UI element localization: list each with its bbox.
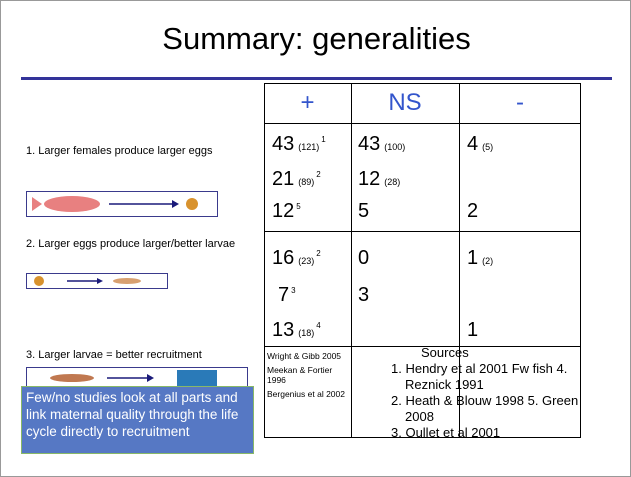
cell-value: 1 bbox=[467, 319, 479, 341]
cell-value: 1 bbox=[467, 247, 479, 269]
cell-value: 3 bbox=[358, 284, 370, 306]
table-cell: 5 bbox=[358, 200, 369, 223]
egg-drawing bbox=[34, 276, 141, 286]
item: 1. Larger females produce larger eggs bbox=[26, 145, 213, 157]
table-cell: 1 bbox=[467, 319, 478, 342]
table-cell: 2 bbox=[467, 200, 478, 223]
cell-value: 43 bbox=[358, 133, 381, 155]
table-cell: 43 (121)1 bbox=[272, 133, 326, 156]
table-cell: 16 (23)2 bbox=[272, 247, 321, 270]
table-cell: 43 (100) bbox=[358, 133, 405, 156]
title-rule bbox=[21, 77, 612, 80]
table-cell: 4 (5) bbox=[467, 133, 493, 156]
larva-drawing bbox=[50, 370, 217, 386]
table-cell: 1 (2) bbox=[467, 247, 493, 270]
column-header: + bbox=[300, 89, 315, 116]
source: 2. Heath & Blouw 1998 5. Green 2008 bbox=[391, 393, 579, 424]
egg bbox=[186, 198, 198, 210]
fish bbox=[44, 196, 100, 212]
cell-value: 7 bbox=[278, 284, 290, 306]
cell-value: 0 bbox=[358, 247, 370, 269]
callout: Few/no studies look at all parts and lin… bbox=[21, 386, 254, 454]
column-header: - bbox=[516, 89, 524, 116]
cell-value: 12 bbox=[272, 200, 295, 222]
reef bbox=[177, 370, 217, 386]
cell-ref: 1 bbox=[321, 135, 326, 145]
cell-value: 13 bbox=[272, 319, 295, 341]
cell-ref: 3 bbox=[291, 286, 296, 296]
cell-note: (2) bbox=[482, 256, 494, 266]
table-cell: 12 5 bbox=[272, 200, 301, 223]
reference: Bergenius et al 2002 bbox=[267, 389, 345, 399]
table-cell: 21 (89)2 bbox=[272, 168, 321, 191]
fish-tail bbox=[32, 197, 42, 211]
table bbox=[264, 83, 581, 438]
cell-value: 43 bbox=[272, 133, 295, 155]
reference: Meekan & Fortier 1996 bbox=[267, 365, 333, 385]
cell-value: 12 bbox=[358, 168, 381, 190]
column-header: NS bbox=[388, 89, 422, 116]
row-rule bbox=[264, 231, 581, 232]
table-cell: 0 bbox=[358, 247, 369, 270]
column-rule bbox=[351, 83, 352, 438]
egg bbox=[34, 276, 44, 286]
source: 1. Hendry et al 2001 Fw fish 4. Reznick … bbox=[391, 361, 568, 392]
row-rule bbox=[264, 123, 581, 124]
cell-ref: 5 bbox=[296, 202, 301, 212]
cell-value: 16 bbox=[272, 247, 295, 269]
item: 2. Larger eggs produce larger/better lar… bbox=[26, 238, 236, 250]
reference: Wright & Gibb 2005 bbox=[267, 351, 342, 361]
references: Wright & Gibb 2005 Meekan & Fortier 1996 B… bbox=[267, 351, 347, 403]
larva bbox=[113, 278, 141, 284]
title: Summary: generalities bbox=[162, 21, 471, 56]
sources-title: Sources bbox=[421, 345, 469, 360]
cell-note: (89) bbox=[298, 177, 315, 187]
larva bbox=[50, 374, 94, 382]
table-cell: 3 bbox=[358, 284, 369, 307]
item: 3. Larger larvae = better recruitment bbox=[26, 349, 202, 361]
arrow-head bbox=[172, 200, 179, 208]
table-cell: 12 (28) bbox=[358, 168, 400, 191]
source: 3. Oullet et al 2001 bbox=[391, 425, 501, 440]
cell-note: (18) bbox=[298, 328, 315, 338]
cell-note: (28) bbox=[384, 177, 401, 187]
cell-value: 4 bbox=[467, 133, 479, 155]
cell-note: (121) bbox=[298, 142, 320, 152]
arrow-head bbox=[147, 374, 154, 382]
cell-value: 5 bbox=[358, 200, 370, 222]
cell-value: 21 bbox=[272, 168, 295, 190]
sources-list: 1. Hendry et al 2001 Fw fish 4. Reznick … bbox=[391, 361, 606, 441]
fish-drawing bbox=[32, 196, 198, 212]
cell-ref: 2 bbox=[316, 249, 321, 259]
arrow-head bbox=[97, 278, 103, 284]
cell-note: (100) bbox=[384, 142, 406, 152]
fish-image bbox=[26, 191, 218, 217]
cell-note: (5) bbox=[482, 142, 494, 152]
row-rule bbox=[264, 346, 581, 347]
cell-ref: 4 bbox=[316, 321, 321, 331]
table-cell: 13 (18)4 bbox=[272, 319, 321, 342]
column-rule bbox=[459, 83, 460, 438]
cell-note: (23) bbox=[298, 256, 315, 266]
cell-ref: 2 bbox=[316, 170, 321, 180]
egg-image bbox=[26, 273, 168, 289]
cell-value: 2 bbox=[467, 200, 479, 222]
